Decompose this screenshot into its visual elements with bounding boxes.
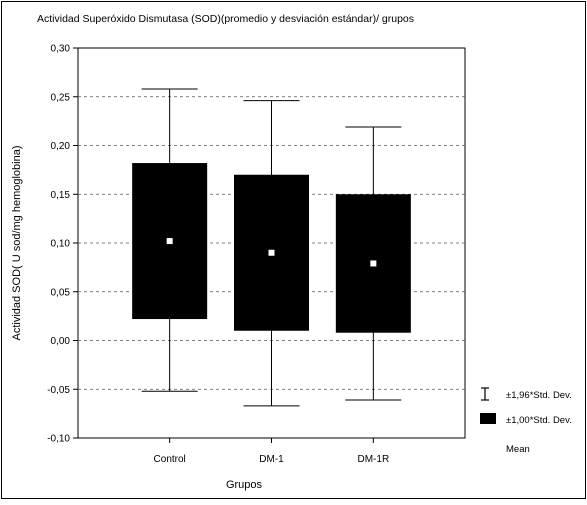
y-tick-label: 0,30	[51, 44, 71, 55]
y-axis-label: Actividad SOD( U sod/mg hemoglobina)	[11, 145, 23, 340]
legend-whisker-symbol	[481, 387, 489, 401]
y-tick-label: 0,15	[51, 190, 71, 201]
legend-whisker-label: ±1,96*Std. Dev.	[506, 390, 572, 401]
legend-mean-label: Mean	[506, 444, 530, 455]
group-dm-1r	[335, 126, 411, 401]
x-tick-label: DM-1	[259, 454, 284, 465]
y-tick-label: 0,10	[51, 239, 71, 250]
x-tick-label: DM-1R	[358, 454, 390, 465]
x-axis: Control DM-1 DM-1R	[154, 438, 390, 465]
y-tick-label: 0,20	[51, 141, 71, 152]
legend-box-label: ±1,00*Std. Dev.	[506, 415, 572, 426]
mean-marker	[166, 238, 173, 245]
legend: ±1,96*Std. Dev. ±1,00*Std. Dev. Mean	[480, 387, 572, 455]
group-dm-1	[234, 100, 309, 407]
x-tick-label: Control	[154, 454, 186, 465]
mean-marker	[268, 249, 275, 256]
group-control	[132, 88, 208, 392]
y-tick-label: 0,05	[51, 287, 71, 298]
legend-box-symbol	[480, 413, 496, 424]
y-tick-label: 0,25	[51, 92, 71, 103]
y-tick-label: -0,05	[47, 385, 70, 396]
y-tick-label: 0,00	[51, 336, 71, 347]
chart-title: Actividad Superóxido Dismutasa (SOD)(pro…	[37, 13, 414, 25]
y-axis: 0,30 0,25 0,20 0,15 0,10 0,05 0,00 -0,05 -0,10	[47, 44, 78, 445]
x-axis-label: Grupos	[226, 479, 263, 491]
y-tick-label: -0,10	[47, 434, 70, 445]
series-layer	[132, 88, 411, 407]
mean-marker	[370, 260, 377, 267]
